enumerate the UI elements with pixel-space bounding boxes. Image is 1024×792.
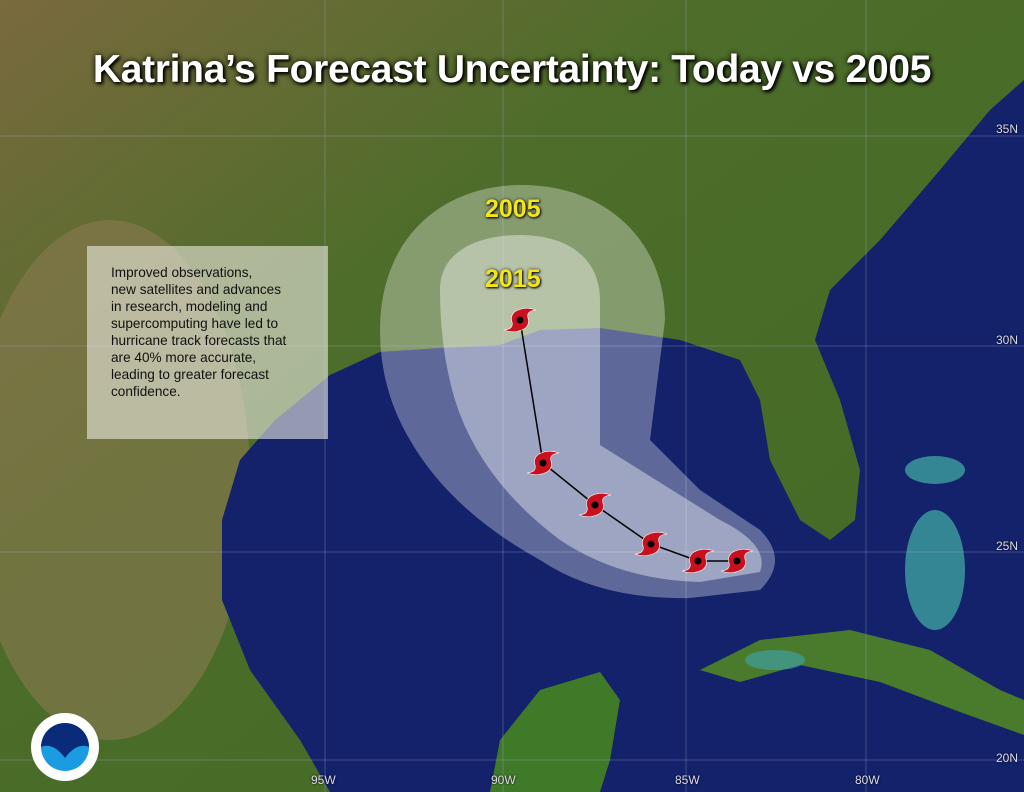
cone-label-2005: 2005 <box>485 195 541 223</box>
bahamas-bank <box>905 456 965 484</box>
info-box: Improved observations, new satellites an… <box>87 246 328 439</box>
info-text: Improved observations, new satellites an… <box>111 265 287 399</box>
hurricane-icon <box>720 548 754 574</box>
hurricane-icon <box>681 548 715 574</box>
hurricane-icon <box>526 450 560 476</box>
lon-label: 90W <box>491 773 516 787</box>
bahamas-bank <box>905 510 965 630</box>
hurricane-icon <box>503 307 537 333</box>
hurricane-icon <box>578 492 612 518</box>
cone-label-2015: 2015 <box>485 265 541 293</box>
ocean <box>222 80 1024 792</box>
lat-label: 35N <box>996 122 1019 136</box>
yucatan <box>490 672 620 792</box>
hurricane-icon <box>634 531 668 557</box>
cone-2005 <box>380 185 775 599</box>
noaa-logo <box>31 713 99 781</box>
page-title: Katrina’s Forecast Uncertainty: Today vs… <box>92 48 932 91</box>
lon-label: 80W <box>855 773 880 787</box>
lat-label: 20N <box>996 751 1019 765</box>
lat-label: 25N <box>996 539 1019 553</box>
lon-label: 95W <box>311 773 336 787</box>
lat-label: 30N <box>996 333 1019 347</box>
lon-label: 85W <box>675 773 700 787</box>
cuba-shelf <box>745 650 805 670</box>
